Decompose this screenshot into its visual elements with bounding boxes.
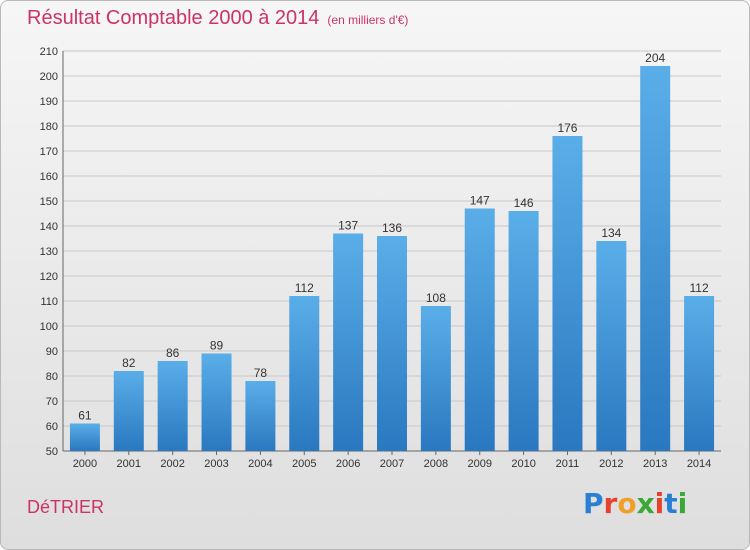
bar-2011 [552,136,583,451]
y-tick-label: 180 [40,121,58,133]
y-tick-label: 80 [46,371,58,383]
data-label-2006: 137 [338,219,358,233]
x-tick-label-2008: 2008 [424,458,448,470]
x-tick-label-2010: 2010 [511,458,535,470]
x-tick-label-2011: 2011 [556,458,580,470]
x-tick-label-2006: 2006 [336,458,360,470]
bar-2007 [377,236,407,451]
y-tick-label: 170 [40,146,58,158]
bars [69,66,715,451]
bar-2005 [289,296,320,451]
y-tick-label: 90 [46,346,58,358]
logo-letter: i [677,487,688,520]
y-tick-label: 120 [40,271,58,283]
bar-2006 [333,233,364,451]
data-label-2010: 146 [514,196,534,210]
data-label-2005: 112 [295,281,314,295]
data-labels: 61 82 86 89 78 112 137 136 108 147 146 176 134 204 112 [78,51,709,423]
y-tick-label: 50 [46,446,58,458]
data-label-2000: 61 [78,409,92,423]
y-tick-label: 140 [40,221,58,233]
chart-title-text: Résultat Comptable 2000 à 2014 [27,7,320,29]
logo-letter: t [664,487,678,520]
x-tick-label-2012: 2012 [599,458,623,470]
y-tick-label: 100 [40,321,58,333]
data-label-2008: 108 [426,291,446,305]
logo-letter: o [617,487,637,520]
logo-letter: P [583,487,604,520]
data-label-2014: 112 [689,281,708,295]
data-label-2012: 134 [601,226,621,240]
x-tick-label-2001: 2001 [117,458,141,470]
chart-subtitle: (en milliers d'€) [327,13,409,27]
x-tick-labels: 2000 2001 2002 2003 2004 2005 2006 2007 2008 2009… [73,451,711,470]
data-label-2001: 82 [122,356,136,370]
proxiti-logo: Proxiti [583,487,687,520]
data-label-2009: 147 [470,194,490,208]
logo-letter: r [603,487,618,520]
bar-2012 [596,241,627,451]
y-tick-label: 190 [40,96,58,108]
y-tick-labels: 50 60 70 80 90 100 110 120 130 140 150 160 170 180 190… [40,46,58,458]
y-tick-label: 70 [46,396,58,408]
bar-2009 [464,208,495,451]
data-label-2003: 89 [210,339,224,353]
y-tick-label: 210 [40,46,58,58]
logo-letter: i [654,487,665,520]
x-tick-label-2000: 2000 [73,458,97,470]
x-tick-label-2002: 2002 [160,458,184,470]
x-tick-label-2007: 2007 [380,458,404,470]
town-name: DéTRIER [27,497,105,517]
y-tick-label: 110 [40,296,58,308]
chart-title: Résultat Comptable 2000 à 2014 (en millie… [27,7,408,30]
bar-2003 [201,353,232,451]
y-tick-label: 60 [46,421,58,433]
y-tick-label: 200 [40,71,58,83]
x-tick-label-2009: 2009 [467,458,491,470]
x-tick-label-2003: 2003 [204,458,228,470]
data-label-2013: 204 [645,51,665,65]
y-tick-label: 130 [40,246,58,258]
data-label-2007: 136 [382,221,402,235]
x-tick-label-2013: 2013 [643,458,667,470]
bar-2004 [245,381,276,451]
bar-2001 [113,371,144,451]
x-tick-label-2004: 2004 [248,458,272,470]
y-tick-label: 150 [40,196,58,208]
bar-2000 [69,423,100,451]
bar-2014 [684,296,715,451]
data-label-2002: 86 [166,346,180,360]
bar-2008 [420,306,451,451]
bar-2013 [640,66,671,451]
data-label-2004: 78 [254,366,268,380]
data-label-2011: 176 [557,121,577,135]
y-tick-label: 160 [40,171,58,183]
bar-2002 [157,361,188,451]
logo-letter: x [636,487,655,520]
x-tick-label-2005: 2005 [292,458,316,470]
bar-2010 [508,211,539,451]
x-tick-label-2014: 2014 [687,458,711,470]
